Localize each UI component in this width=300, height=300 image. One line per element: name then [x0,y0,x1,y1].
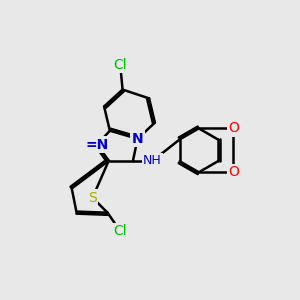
Text: O: O [228,122,239,135]
Text: Cl: Cl [113,58,127,72]
Text: NH: NH [143,154,162,167]
Text: N: N [132,132,143,146]
Text: Cl: Cl [113,224,127,238]
Text: S: S [88,191,97,205]
Text: O: O [228,165,239,179]
Text: =N: =N [85,138,109,152]
